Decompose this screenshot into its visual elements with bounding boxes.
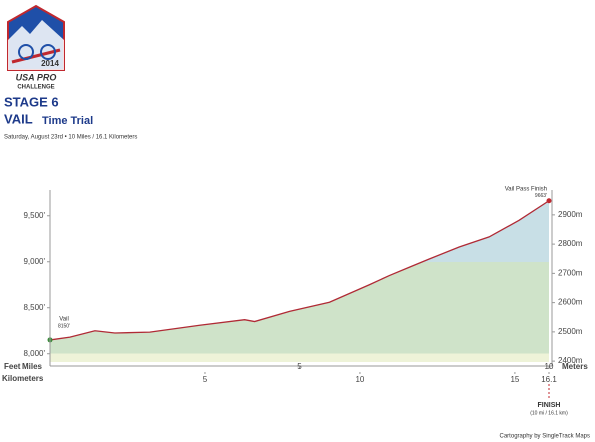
y2-axis-label: Meters — [562, 362, 588, 371]
line — [49, 200, 550, 341]
x-tick-label: 5 — [297, 362, 302, 371]
y2-tick-label: 2900m — [558, 210, 583, 219]
annotation: Vail Pass Finish — [505, 186, 547, 192]
area — [50, 200, 549, 362]
logo-text: USA PRO — [16, 72, 57, 82]
y-tick-label: 8,500' — [23, 303, 45, 312]
y-tick-label: 9,000' — [23, 257, 45, 266]
credit: Cartography by SingleTrack Maps — [500, 434, 590, 440]
x2-tick-label: 15 — [510, 375, 519, 384]
y-axis-label: Feet — [4, 362, 21, 371]
y-tick-label: 9,500' — [23, 211, 45, 220]
annotation: 8150' — [58, 323, 70, 329]
y2-tick-label: 2700m — [558, 268, 583, 277]
finish: FINISH — [538, 402, 561, 409]
logo-year: 2014 — [41, 59, 59, 68]
x-axis-label: Miles — [22, 362, 43, 371]
subtitle: Saturday, August 23rd • 10 Miles / 16.1 … — [4, 135, 137, 141]
y2-tick-label: 2500m — [558, 327, 583, 336]
y-tick-label: 8,000' — [23, 349, 45, 358]
city: VAIL — [4, 111, 33, 126]
x2-tick-label: 16.1 — [541, 375, 557, 384]
end-marker — [546, 198, 552, 204]
annotation: Vail — [59, 317, 69, 323]
logo: 2014 USA PRO CHALLENGE — [7, 4, 65, 91]
y2-tick-label: 2600m — [558, 298, 583, 307]
event: Time Trial — [42, 115, 93, 127]
x2-tick-label: 5 — [203, 375, 208, 384]
x2-tick-label: 10 — [355, 375, 364, 384]
x2-axis-label: Kilometers — [2, 374, 44, 383]
annotation: 9663' — [535, 193, 547, 199]
x-tick-label: 10 — [545, 362, 554, 371]
y2-tick-label: 2800m — [558, 239, 583, 248]
y2-tick-label: 2400m — [558, 356, 583, 365]
logo-text: CHALLENGE — [17, 85, 54, 91]
finish-note: (10 mi / 16.1 km) — [530, 410, 568, 416]
stage: STAGE 6 — [4, 94, 59, 109]
